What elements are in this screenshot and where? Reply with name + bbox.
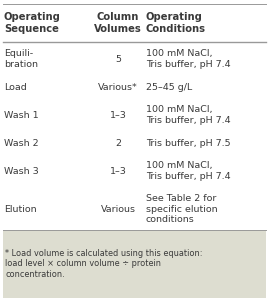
Text: 100 mM NaCl,
Tris buffer, pH 7.4: 100 mM NaCl, Tris buffer, pH 7.4 bbox=[146, 49, 231, 69]
Text: Wash 2: Wash 2 bbox=[4, 139, 39, 148]
Text: Various: Various bbox=[101, 205, 136, 214]
Text: Various*: Various* bbox=[98, 82, 138, 91]
Text: 100 mM NaCl,
Tris buffer, pH 7.4: 100 mM NaCl, Tris buffer, pH 7.4 bbox=[146, 161, 231, 181]
Text: 25–45 g/L: 25–45 g/L bbox=[146, 82, 192, 91]
Text: Load: Load bbox=[4, 82, 27, 91]
Bar bbox=[3, 230, 266, 298]
Text: Wash 3: Wash 3 bbox=[4, 167, 39, 176]
Text: 100 mM NaCl,
Tris buffer, pH 7.4: 100 mM NaCl, Tris buffer, pH 7.4 bbox=[146, 105, 231, 125]
Text: Tris buffer, pH 7.5: Tris buffer, pH 7.5 bbox=[146, 139, 231, 148]
Text: 1–3: 1–3 bbox=[109, 167, 126, 176]
Text: Elution: Elution bbox=[4, 205, 37, 214]
Text: See Table 2 for
specific elution
conditions: See Table 2 for specific elution conditi… bbox=[146, 194, 218, 224]
Text: 1–3: 1–3 bbox=[109, 110, 126, 119]
Text: 2: 2 bbox=[115, 139, 121, 148]
Text: Column
Volumes: Column Volumes bbox=[94, 12, 142, 34]
Text: Operating
Conditions: Operating Conditions bbox=[146, 12, 206, 34]
Text: * Load volume is calculated using this equation:
load level × column volume ÷ pr: * Load volume is calculated using this e… bbox=[5, 249, 203, 279]
Text: Equili-
bration: Equili- bration bbox=[4, 49, 38, 69]
Text: 5: 5 bbox=[115, 55, 121, 64]
Text: Operating
Sequence: Operating Sequence bbox=[4, 12, 61, 34]
Text: Wash 1: Wash 1 bbox=[4, 110, 39, 119]
